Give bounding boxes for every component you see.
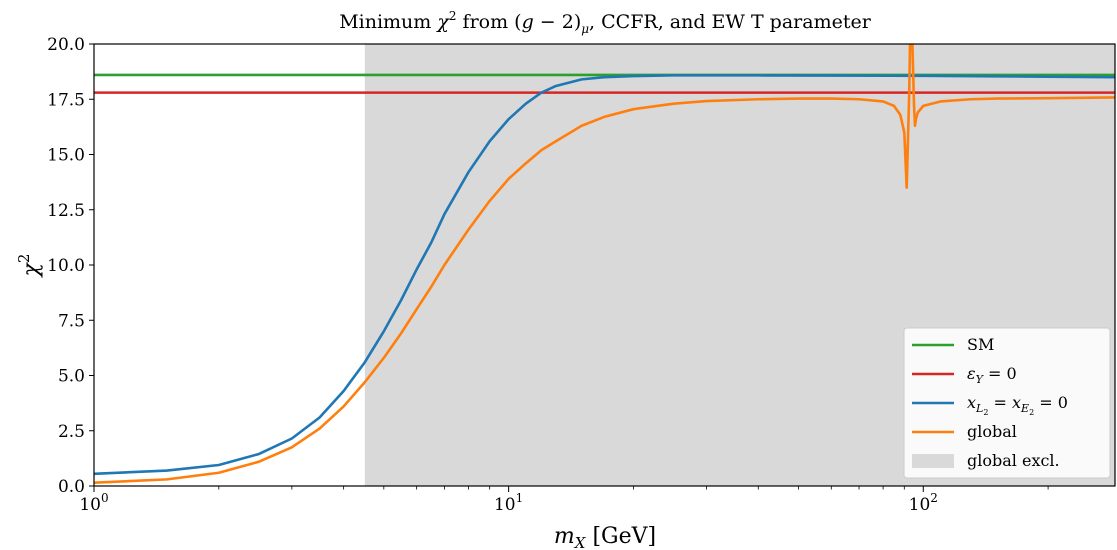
y-tick-label: 2.5 [58,422,85,442]
legend-label: xL2 = xE2 = 0 [967,393,1068,417]
series-line-2 [94,74,1115,476]
chart-title: Minimum χ2 from (g − 2)μ, CCFR, and EW T… [339,9,872,36]
legend-box [903,327,1111,479]
x-axis-label: mX [GeV] [554,524,656,550]
y-tick-label: 5.0 [58,367,85,387]
legend-label: global excl. [967,451,1060,470]
plot-area [94,44,1116,486]
legend-label: global [967,422,1017,441]
x-tick-label: 101 [494,491,523,515]
legend-swatch [912,454,954,468]
y-tick-label: 20.0 [47,35,85,55]
y-tick-label: 17.5 [47,90,85,110]
axes: 0.0 2.5 5.0 7.5 10.0 12.5 15.0 17.5 20.0 100 101 10… [47,35,1116,515]
y-tick-label: 12.5 [47,201,85,221]
y-tick-label: 7.5 [58,311,85,331]
series-line-3 [94,44,1115,484]
x-tick-label: 100 [79,491,108,515]
y-tick-label: 0.0 [58,477,85,497]
legend-label: εY = 0 [967,364,1017,386]
legend: SM εY = 0 xL2 = xE2 = 0 global global excl. [903,327,1111,479]
x-tick-label: 102 [909,491,938,515]
legend-label: SM [967,335,994,354]
y-tick-label: 15.0 [47,146,85,166]
y-tick-label: 10.0 [47,256,85,276]
y-axis-label: χ2 [15,254,44,279]
